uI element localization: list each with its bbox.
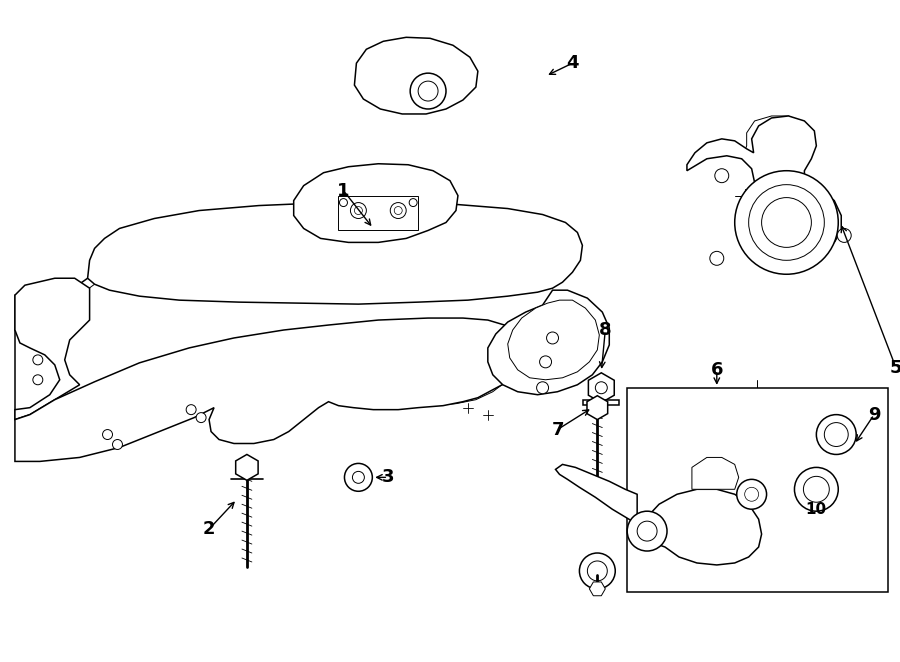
Polygon shape — [488, 290, 609, 395]
Polygon shape — [687, 116, 842, 260]
Circle shape — [837, 228, 851, 242]
Circle shape — [196, 412, 206, 422]
Polygon shape — [583, 400, 619, 404]
Circle shape — [418, 81, 438, 101]
Circle shape — [804, 477, 829, 502]
Polygon shape — [87, 203, 582, 304]
Polygon shape — [590, 582, 606, 596]
Text: 4: 4 — [566, 54, 579, 72]
Text: 5: 5 — [890, 359, 900, 377]
Circle shape — [345, 463, 373, 491]
Circle shape — [350, 203, 366, 218]
Circle shape — [761, 197, 812, 248]
Circle shape — [734, 171, 838, 274]
Polygon shape — [555, 465, 637, 524]
Circle shape — [353, 471, 364, 483]
Circle shape — [588, 561, 608, 581]
Circle shape — [595, 382, 608, 394]
Circle shape — [33, 375, 43, 385]
Circle shape — [112, 440, 122, 449]
Circle shape — [795, 467, 838, 511]
Circle shape — [816, 414, 856, 454]
Circle shape — [536, 382, 549, 394]
Polygon shape — [15, 278, 90, 420]
Circle shape — [339, 199, 347, 207]
Polygon shape — [637, 489, 761, 565]
Circle shape — [744, 487, 759, 501]
Circle shape — [749, 185, 824, 260]
Circle shape — [391, 203, 406, 218]
Circle shape — [580, 553, 616, 589]
Circle shape — [737, 479, 767, 509]
Polygon shape — [589, 373, 614, 402]
Circle shape — [410, 73, 446, 109]
Circle shape — [715, 169, 729, 183]
Text: 1: 1 — [338, 181, 350, 200]
Circle shape — [410, 199, 417, 207]
Polygon shape — [508, 300, 599, 380]
Text: 9: 9 — [868, 406, 880, 424]
Circle shape — [186, 404, 196, 414]
Polygon shape — [293, 164, 458, 242]
Polygon shape — [587, 396, 608, 420]
Circle shape — [355, 207, 363, 214]
Polygon shape — [355, 37, 478, 114]
Polygon shape — [236, 454, 258, 481]
Text: 7: 7 — [552, 420, 563, 438]
Circle shape — [710, 252, 724, 265]
Bar — [627, 388, 888, 592]
Circle shape — [33, 355, 43, 365]
Polygon shape — [692, 457, 739, 489]
Polygon shape — [338, 195, 418, 230]
Circle shape — [546, 332, 559, 344]
Text: 2: 2 — [202, 520, 215, 538]
Circle shape — [824, 422, 848, 446]
Text: 6: 6 — [711, 361, 723, 379]
Circle shape — [627, 511, 667, 551]
Circle shape — [103, 430, 112, 440]
Text: 10: 10 — [806, 502, 827, 517]
Circle shape — [394, 207, 402, 214]
Text: 3: 3 — [382, 468, 394, 487]
Polygon shape — [15, 318, 523, 461]
Circle shape — [540, 356, 552, 368]
Circle shape — [637, 521, 657, 541]
Text: 8: 8 — [599, 321, 612, 339]
